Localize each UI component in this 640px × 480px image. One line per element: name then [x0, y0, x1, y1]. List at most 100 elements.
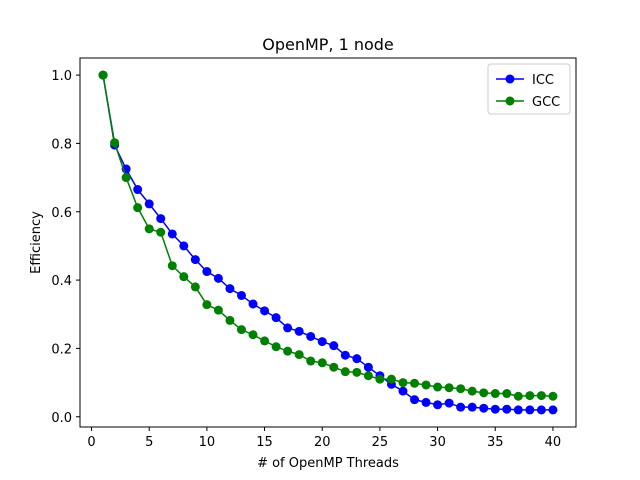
legend-item-icc: ICC: [496, 73, 554, 88]
data-point-gcc: [213, 305, 223, 315]
data-point-icc: [248, 299, 258, 309]
data-point-gcc: [110, 138, 120, 148]
data-point-gcc: [433, 382, 443, 392]
x-tick-label: 5: [145, 435, 153, 450]
data-point-icc: [306, 331, 316, 341]
data-point-gcc: [513, 391, 523, 401]
data-point-icc: [179, 241, 189, 251]
data-point-gcc: [306, 356, 316, 366]
data-point-icc: [479, 403, 489, 413]
y-tick-label: 1.0: [51, 69, 72, 84]
series-line-gcc: [102, 74, 553, 398]
data-point-gcc: [294, 350, 304, 360]
data-point-icc: [156, 214, 166, 224]
data-point-gcc: [202, 300, 212, 310]
data-point-icc: [398, 386, 408, 396]
data-point-icc: [294, 326, 304, 336]
data-point-icc: [421, 397, 431, 407]
y-tick-label: 0.0: [51, 411, 72, 426]
y-tick-label: 0.8: [51, 137, 72, 152]
data-point-gcc: [236, 325, 246, 335]
data-point-icc: [260, 306, 270, 316]
data-point-icc: [444, 398, 454, 408]
x-tick-label: 25: [372, 435, 389, 450]
data-point-icc: [283, 323, 293, 333]
data-point-gcc: [121, 173, 131, 183]
data-point-gcc: [98, 70, 108, 80]
data-point-icc: [410, 395, 420, 405]
data-point-gcc: [133, 203, 143, 213]
legend-label: GCC: [532, 95, 560, 110]
data-point-gcc: [456, 384, 466, 394]
data-point-icc: [271, 313, 281, 323]
x-axis-label: # of OpenMP Threads: [257, 456, 399, 471]
data-point-gcc: [386, 374, 396, 384]
data-point-icc: [525, 405, 535, 415]
data-point-gcc: [340, 367, 350, 377]
data-point-icc: [213, 273, 223, 283]
data-point-icc: [363, 362, 373, 372]
data-point-gcc: [363, 371, 373, 381]
data-point-gcc: [317, 358, 327, 368]
data-point-gcc: [271, 342, 281, 352]
data-point-gcc: [525, 391, 535, 401]
data-point-gcc: [167, 261, 177, 271]
x-tick-label: 10: [199, 435, 216, 450]
x-tick-label: 20: [314, 435, 331, 450]
data-point-icc: [202, 267, 212, 277]
data-point-gcc: [352, 367, 362, 377]
x-tick-label: 15: [256, 435, 273, 450]
data-point-gcc: [421, 380, 431, 390]
data-point-gcc: [410, 378, 420, 388]
data-point-icc: [317, 337, 327, 347]
data-point-icc: [329, 341, 339, 351]
data-point-icc: [490, 404, 500, 414]
data-point-gcc: [444, 383, 454, 393]
x-tick-label: 30: [429, 435, 446, 450]
chart-title: OpenMP, 1 node: [262, 35, 394, 54]
y-tick-label: 0.6: [51, 206, 72, 221]
data-point-gcc: [190, 282, 200, 292]
legend: ICC GCC: [487, 63, 571, 115]
legend-item-gcc: GCC: [496, 95, 560, 110]
data-point-icc: [536, 405, 546, 415]
data-point-gcc: [329, 362, 339, 372]
y-axis-label: Efficiency: [29, 211, 44, 274]
x-axis-ticks: 0 5 10 15 20 25 30 35 40: [87, 427, 561, 450]
legend-label: ICC: [532, 73, 554, 88]
y-tick-label: 0.2: [51, 342, 72, 357]
data-point-gcc: [248, 330, 258, 340]
series-gcc: [98, 70, 558, 401]
data-point-icc: [190, 255, 200, 265]
data-point-icc: [144, 199, 154, 209]
series-line-icc: [102, 74, 553, 411]
data-point-gcc: [502, 389, 512, 399]
x-tick-label: 35: [487, 435, 504, 450]
data-point-icc: [502, 404, 512, 414]
data-point-gcc: [179, 272, 189, 282]
y-axis-ticks: 0.0 0.2 0.4 0.6 0.8 1.0: [51, 69, 80, 426]
data-point-gcc: [156, 227, 166, 237]
data-point-icc: [133, 185, 143, 195]
data-point-gcc: [548, 391, 558, 401]
data-point-gcc: [260, 336, 270, 346]
data-point-gcc: [375, 374, 385, 384]
legend-marker: [505, 96, 515, 106]
data-point-gcc: [225, 315, 235, 325]
data-point-icc: [236, 290, 246, 300]
data-point-icc: [167, 229, 177, 239]
data-point-icc: [467, 402, 477, 412]
series-icc: [98, 70, 558, 415]
data-point-gcc: [479, 388, 489, 398]
data-point-icc: [352, 354, 362, 364]
data-point-icc: [433, 400, 443, 410]
data-point-icc: [513, 405, 523, 415]
data-point-gcc: [283, 346, 293, 356]
y-tick-label: 0.4: [51, 274, 72, 289]
series-layer: [98, 70, 558, 415]
data-point-gcc: [144, 224, 154, 234]
data-point-icc: [340, 350, 350, 360]
legend-marker: [505, 74, 515, 84]
x-tick-label: 0: [87, 435, 95, 450]
